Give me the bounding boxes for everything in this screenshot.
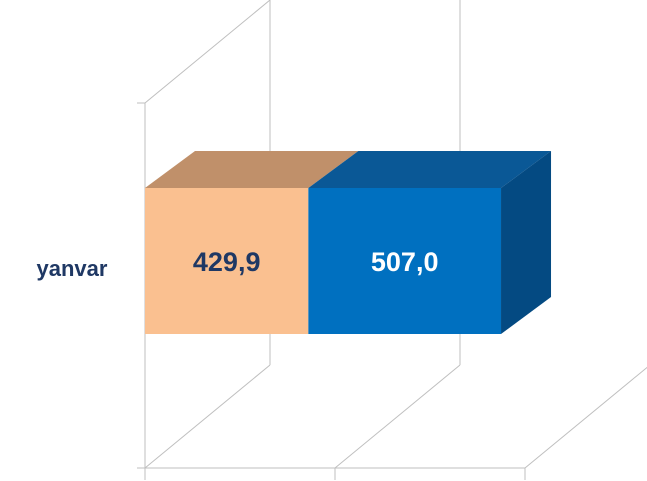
floor-gridline (144, 364, 271, 469)
chart-bars (145, 151, 552, 334)
floor-gridline (524, 366, 647, 469)
bar-segment (308, 188, 502, 334)
floor-gridline (334, 364, 461, 469)
data-label: 507,0 (371, 247, 439, 277)
data-label: 429,9 (193, 247, 261, 277)
bar-segment (145, 188, 309, 334)
bar-top-face (145, 151, 359, 188)
chart-labels: 429,9 507,0 yanvar (37, 247, 439, 281)
category-label: yanvar (37, 256, 108, 281)
bar-side-face (501, 151, 552, 334)
bar-top-face (308, 151, 552, 188)
